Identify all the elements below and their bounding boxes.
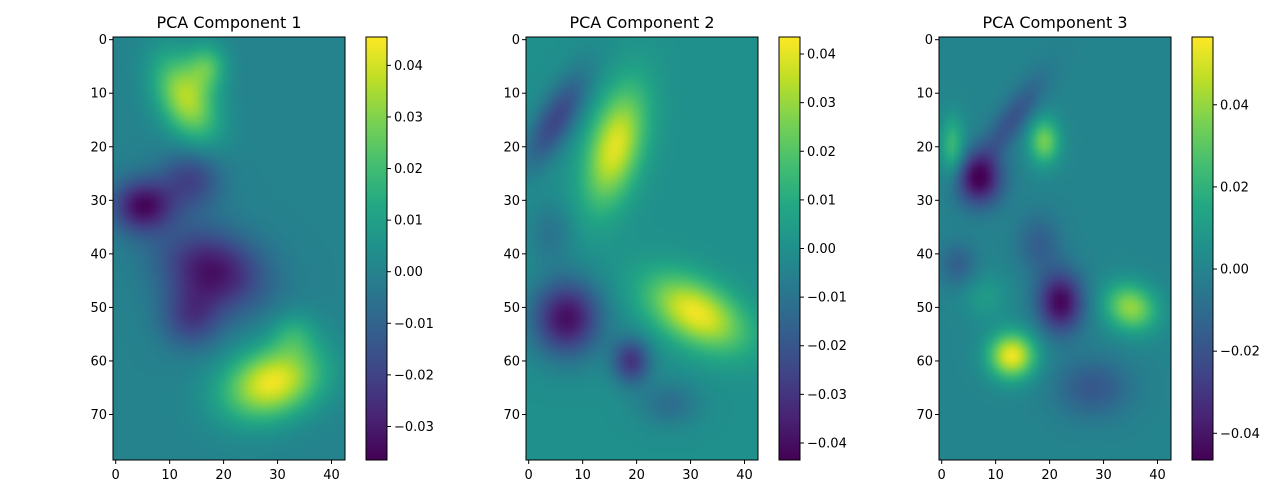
colorbar-tick-label: 0.04 [807, 48, 836, 63]
heatmap-image [113, 37, 345, 460]
colorbar-tick-label: 0.00 [394, 265, 423, 280]
y-tick-label: 20 [90, 140, 107, 155]
chart-panel-1: PCA Component 1 0 10 20 30 40 0 10 20 30 40 50 60 70 −… [90, 13, 433, 483]
y-tick-label: 40 [90, 247, 107, 262]
y-tick-label: 30 [90, 194, 107, 209]
axes-frame [112, 36, 346, 461]
x-tick-label: 0 [938, 468, 946, 483]
axes-frame [938, 36, 1172, 461]
y-tick-label: 60 [916, 354, 933, 369]
chart-title: PCA Component 1 [156, 13, 301, 32]
y-tick-label: 40 [916, 247, 933, 262]
y-tick-label: 30 [503, 194, 520, 209]
x-tick-label: 0 [112, 468, 120, 483]
colorbar-tick-label: −0.04 [807, 436, 847, 451]
y-tick-label: 10 [90, 87, 107, 102]
y-tick-label: 50 [503, 301, 520, 316]
colorbar-tick-label: 0.03 [807, 96, 836, 111]
colorbar-tick-label: −0.01 [807, 291, 847, 306]
x-tick-label: 10 [987, 468, 1004, 483]
colorbar-tick-label: 0.02 [1220, 180, 1249, 195]
y-tick-label: 60 [503, 354, 520, 369]
chart-panel-3: PCA Component 3 0 10 20 30 40 0 10 20 30 40 50 60 70 −… [916, 13, 1259, 483]
y-tick-label: 20 [503, 140, 520, 155]
y-tick-label: 10 [503, 87, 520, 102]
colorbar [1191, 36, 1214, 461]
colorbar-tick-label: −0.03 [807, 388, 847, 403]
colorbar-tick-label: 0.01 [394, 214, 423, 229]
y-tick-label: 20 [916, 140, 933, 155]
colorbar-tick-label: −0.01 [394, 317, 434, 332]
colorbar-tick-label: 0.00 [1220, 263, 1249, 278]
colorbar-tick-label: −0.04 [1220, 427, 1260, 442]
x-tick-label: 10 [574, 468, 591, 483]
colorbar-tick-label: −0.02 [1220, 345, 1260, 360]
x-tick-label: 30 [1095, 468, 1112, 483]
y-tick-label: 50 [916, 301, 933, 316]
y-tick-label: 70 [916, 408, 933, 423]
chart-title: PCA Component 2 [569, 13, 714, 32]
colorbar [365, 36, 388, 461]
y-tick-label: 10 [916, 87, 933, 102]
colorbar-tick-label: −0.02 [807, 339, 847, 354]
y-tick-label: 60 [90, 354, 107, 369]
colorbar-tick-label: 0.01 [807, 193, 836, 208]
x-tick-label: 20 [628, 468, 645, 483]
y-tick-label: 70 [90, 408, 107, 423]
x-tick-label: 10 [161, 468, 178, 483]
x-tick-label: 20 [1041, 468, 1058, 483]
x-tick-label: 40 [736, 468, 753, 483]
y-tick-label: 70 [503, 408, 520, 423]
colorbar-tick-label: 0.04 [394, 59, 423, 74]
colorbar-tick-label: 0.02 [807, 145, 836, 160]
x-tick-label: 0 [525, 468, 533, 483]
chart-panel-2: PCA Component 2 0 10 20 30 40 0 10 20 30 40 50 60 70 −… [503, 13, 846, 483]
colorbar-tick-label: 0.00 [807, 242, 836, 257]
heatmap-image [939, 37, 1171, 460]
y-tick-label: 30 [916, 194, 933, 209]
x-tick-label: 40 [1149, 468, 1166, 483]
colorbar-tick-label: 0.04 [1220, 98, 1249, 113]
colorbar-tick-label: 0.02 [394, 162, 423, 177]
y-tick-label: 0 [512, 33, 520, 48]
colorbar [778, 36, 801, 461]
x-tick-label: 30 [682, 468, 699, 483]
axes-frame [525, 36, 759, 461]
chart-title: PCA Component 3 [982, 13, 1127, 32]
y-tick-label: 0 [99, 33, 107, 48]
colorbar-tick-label: −0.02 [394, 368, 434, 383]
y-tick-label: 0 [925, 33, 933, 48]
x-tick-label: 40 [323, 468, 340, 483]
x-tick-label: 20 [215, 468, 232, 483]
colorbar-tick-label: 0.03 [394, 110, 423, 125]
x-tick-label: 30 [269, 468, 286, 483]
heatmap-image [526, 37, 758, 460]
y-tick-label: 40 [503, 247, 520, 262]
colorbar-tick-label: −0.03 [394, 420, 434, 435]
y-tick-label: 50 [90, 301, 107, 316]
